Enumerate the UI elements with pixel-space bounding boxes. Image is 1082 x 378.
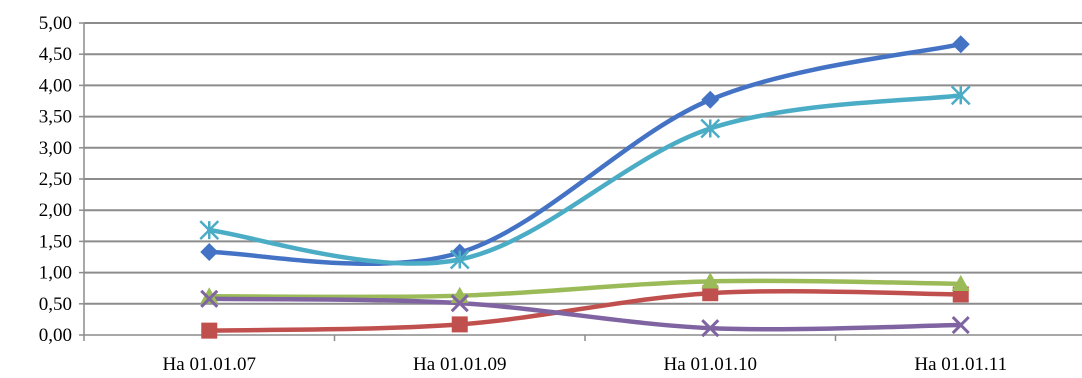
- series-line-2: [207, 288, 963, 333]
- data-point-marker: [702, 285, 719, 302]
- data-point-marker: [200, 243, 219, 262]
- series-line-5: [207, 93, 963, 266]
- gridlines: [84, 22, 1082, 305]
- y-tick-label: 0,00: [39, 325, 72, 346]
- y-tick-label: 5,00: [39, 13, 72, 34]
- series-line-3: [207, 278, 963, 300]
- series-markers: [199, 35, 971, 339]
- x-axis-category-labels: На 01.01.07 На 01.01.09 На 01.01.10 На 01.0…: [163, 354, 1008, 375]
- series-lines: [207, 41, 963, 333]
- y-tick-label: 1,50: [39, 231, 72, 252]
- x-category-label: На 01.01.09: [413, 354, 506, 375]
- y-tick-label: 3,50: [39, 107, 72, 128]
- data-point-marker: [701, 90, 720, 109]
- series-line-1: [207, 41, 963, 266]
- data-point-marker: [200, 289, 219, 308]
- axes: [79, 22, 1082, 341]
- x-category-label: На 01.01.10: [664, 354, 757, 375]
- data-point-marker: [951, 35, 970, 54]
- data-point-marker: [950, 85, 971, 106]
- y-tick-label: 4,50: [39, 44, 72, 65]
- y-tick-label: 1,00: [39, 263, 72, 284]
- data-point-marker: [199, 220, 220, 241]
- series-line-4: [207, 296, 963, 332]
- data-point-marker: [451, 316, 468, 333]
- data-point-marker: [200, 287, 219, 304]
- y-tick-label: 0,50: [39, 294, 72, 315]
- y-tick-label: 4,00: [39, 75, 72, 96]
- data-point-marker: [701, 319, 720, 338]
- data-point-marker: [700, 118, 721, 139]
- data-point-marker: [449, 249, 470, 270]
- x-category-label: На 01.01.11: [914, 354, 1007, 375]
- x-category-label: На 01.01.07: [163, 354, 256, 375]
- data-point-marker: [951, 274, 970, 292]
- data-point-marker: [201, 322, 218, 339]
- data-point-marker: [951, 315, 970, 335]
- data-point-marker: [701, 272, 720, 289]
- y-tick-label: 2,50: [39, 169, 72, 190]
- y-tick-label: 3,00: [39, 138, 72, 159]
- y-tick-label: 2,00: [39, 200, 72, 221]
- y-axis-tick-labels: 0,00 0,50 1,00 1,50 2,00 2,50 3,00 3,50 4,00 4,50…: [39, 13, 72, 346]
- data-point-marker: [450, 294, 469, 313]
